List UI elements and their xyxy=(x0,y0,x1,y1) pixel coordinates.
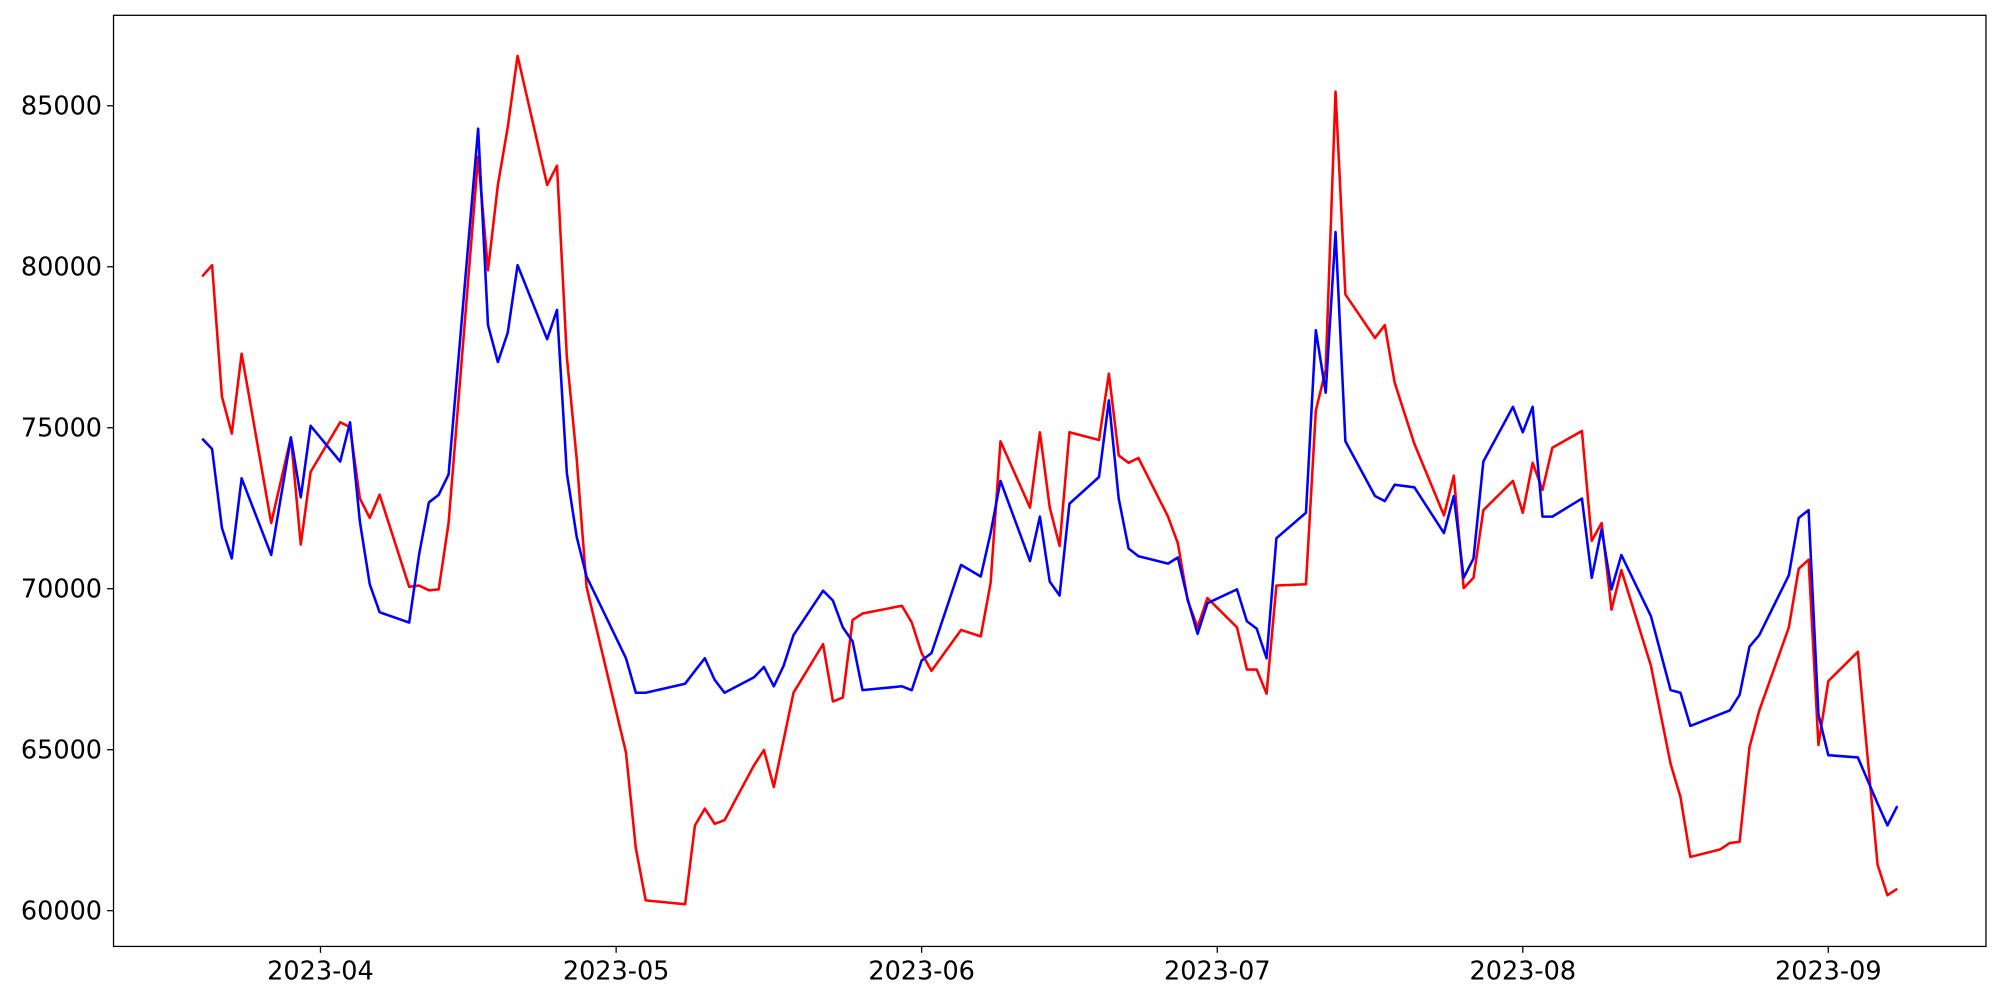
x-tick-label: 2023-05 xyxy=(563,957,670,987)
y-tick-label: 85000 xyxy=(21,92,102,122)
x-tick-label: 2023-08 xyxy=(1470,957,1577,987)
series-line xyxy=(201,127,1899,827)
y-tick-label: 65000 xyxy=(21,736,102,766)
y-tick-label: 75000 xyxy=(21,414,102,444)
plot-frame xyxy=(112,14,1987,948)
x-tick-label: 2023-04 xyxy=(267,957,374,987)
x-tick-label: 2023-09 xyxy=(1775,957,1882,987)
y-tick-label: 60000 xyxy=(21,897,102,927)
x-tick-label: 2023-07 xyxy=(1164,957,1271,987)
y-tick-label: 80000 xyxy=(21,253,102,283)
y-tick-label: 70000 xyxy=(21,575,102,605)
x-tick-label: 2023-06 xyxy=(868,957,975,987)
